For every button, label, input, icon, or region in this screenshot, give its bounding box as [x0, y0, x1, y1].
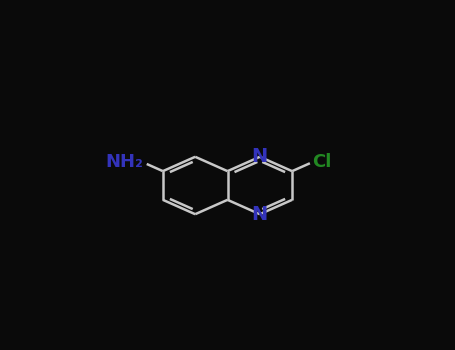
Text: Cl: Cl — [312, 153, 332, 170]
Text: N: N — [252, 205, 268, 224]
Text: NH₂: NH₂ — [105, 153, 143, 171]
Text: N: N — [252, 147, 268, 166]
